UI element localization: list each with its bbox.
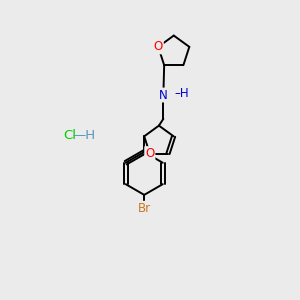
Text: Cl: Cl: [63, 129, 76, 142]
Text: –H: –H: [175, 87, 189, 100]
Text: Br: Br: [138, 202, 151, 215]
Text: O: O: [154, 40, 163, 53]
Text: —H: —H: [73, 129, 96, 142]
Text: N: N: [159, 88, 168, 101]
Text: O: O: [145, 147, 154, 160]
